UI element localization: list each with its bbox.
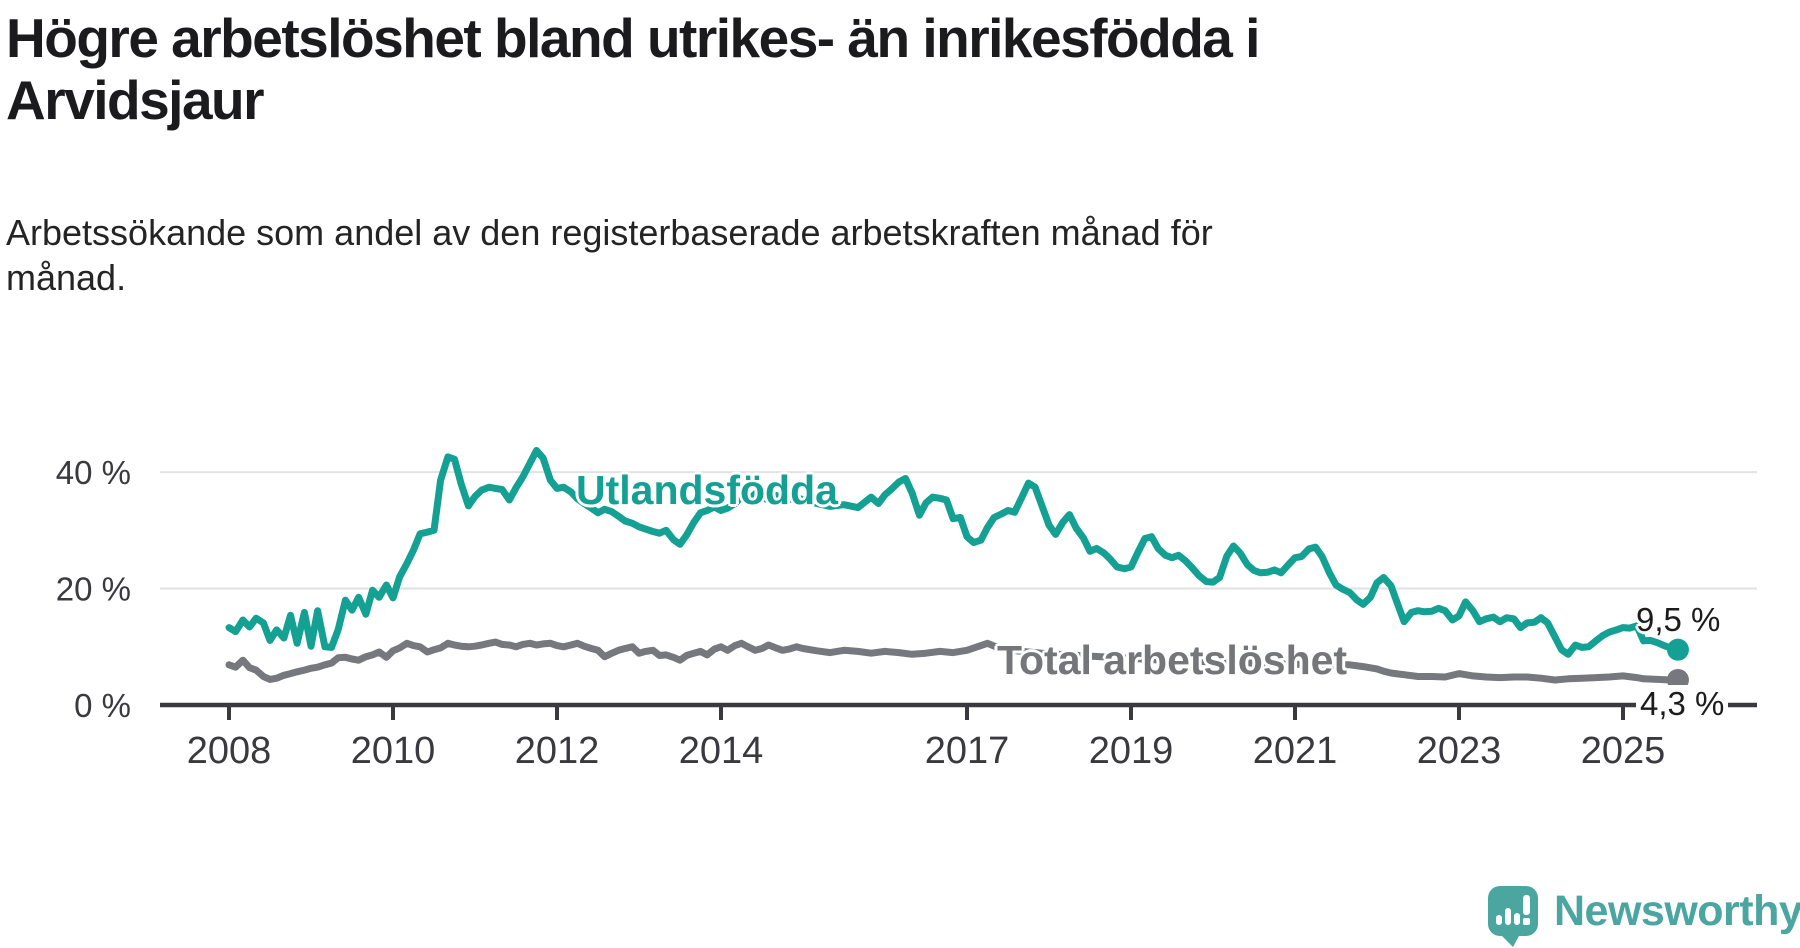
- newsworthy-logo-text: Newsworthy: [1554, 886, 1800, 935]
- y-axis-label: 0 %: [74, 687, 131, 724]
- subtitle-line-1: Arbetssökande som andel av den registerb…: [6, 212, 1213, 253]
- end-value-label-total: 4,3 %: [1636, 685, 1729, 723]
- series-label-total-arbetsloshet: Total arbetslöshet: [997, 637, 1348, 683]
- x-axis-label: 2023: [1417, 730, 1502, 772]
- x-axis-label: 2008: [187, 730, 272, 772]
- title-line-2: Arvidsjaur: [6, 68, 265, 131]
- x-axis-label: 2017: [925, 730, 1010, 772]
- x-axis-label: 2021: [1253, 730, 1338, 772]
- series-line-0: [225, 447, 1682, 658]
- newsworthy-logo-icon: [1488, 886, 1538, 947]
- exclamation-icon: [1523, 895, 1530, 915]
- x-axis-label: 2010: [351, 730, 436, 772]
- x-axis-label: 2025: [1581, 730, 1666, 772]
- x-axis-label: 2012: [515, 730, 600, 772]
- newsworthy-logo: Newsworthy: [1488, 886, 1800, 947]
- y-axis-label: 20 %: [56, 571, 131, 608]
- chart-subtitle: Arbetssökande som andel av den registerb…: [6, 210, 1213, 301]
- end-value-label-utlandsfodda: 9,5 %: [1636, 601, 1721, 638]
- speech-bubble-tail: [1500, 934, 1520, 947]
- page-title: Högre arbetslöshet bland utrikes- än inr…: [6, 7, 1260, 131]
- y-axis-label: 40 %: [56, 454, 131, 491]
- series-label-utlandsfodda: Utlandsfödda: [576, 467, 838, 513]
- title-line-1: Högre arbetslöshet bland utrikes- än inr…: [6, 7, 1260, 69]
- series-end-dot-0: [1666, 638, 1689, 661]
- x-axis-label: 2019: [1089, 730, 1174, 772]
- series-line-1: [225, 638, 1682, 684]
- x-axis-label: 2014: [679, 730, 764, 772]
- subtitle-line-2: månad.: [6, 257, 127, 299]
- bar-chart-icon: [1496, 915, 1502, 925]
